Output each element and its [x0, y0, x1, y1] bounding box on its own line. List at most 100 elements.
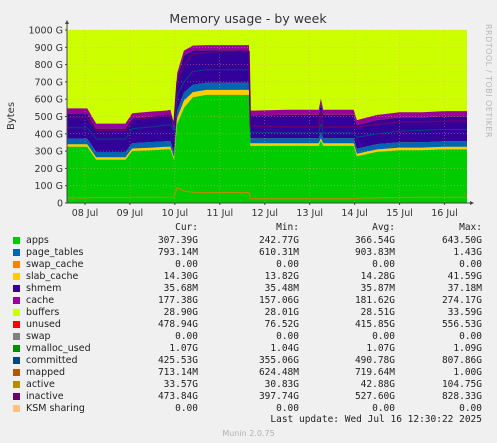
- y-tick-label: 200 G: [34, 164, 63, 175]
- legend-name: swap_cache: [26, 259, 84, 270]
- legend-avg-value: 181.62G: [354, 295, 395, 306]
- legend-name: swap: [26, 331, 51, 342]
- legend-name: apps: [26, 235, 49, 246]
- legend-name: inactive: [26, 391, 64, 402]
- legend-cur-value: 177.38G: [157, 295, 198, 306]
- legend-max-value: 643.50G: [441, 235, 482, 246]
- legend-row: inactive 473.84G 397.74G 527.60G 828.33G: [0, 391, 497, 403]
- y-tick-label: 500 G: [34, 112, 63, 123]
- legend-row: mapped 713.14M 624.48M 719.64M 1.00G: [0, 367, 497, 379]
- y-axis-arrow: [65, 20, 69, 24]
- legend-swatch: [13, 309, 20, 316]
- y-tick-label: 800 G: [34, 60, 63, 71]
- legend-cur-value: 1.07G: [169, 343, 198, 354]
- y-tick-label: 0: [57, 199, 63, 210]
- legend-avg-value: 42.88G: [360, 379, 395, 390]
- legend-max-value: 37.18M: [447, 283, 482, 294]
- legend-row: swap 0.00 0.00 0.00 0.00: [0, 331, 497, 343]
- legend-name: unused: [26, 319, 61, 330]
- legend-cur-value: 713.14M: [157, 367, 198, 378]
- slab-cache-area: [67, 89, 467, 160]
- legend-row: page_tables 793.14M 610.31M 903.83M 1.43G: [0, 247, 497, 259]
- legend-avg-value: 1.07G: [366, 343, 395, 354]
- legend-min-value: 397.74G: [258, 391, 299, 402]
- x-tick-label: 09 Jul: [117, 208, 144, 219]
- legend-max-value: 0.00: [459, 331, 482, 342]
- legend-min-value: 355.06G: [258, 355, 299, 366]
- x-tick-label: 14 Jul: [341, 208, 368, 219]
- legend-row: apps 307.39G 242.77G 366.54G 643.50G: [0, 235, 497, 247]
- legend-name: KSM sharing: [26, 403, 85, 414]
- legend-avg-value: 14.28G: [360, 271, 395, 282]
- legend-avg-value: 366.54G: [354, 235, 395, 246]
- legend-max-value: 41.59G: [447, 271, 482, 282]
- legend-name: slab_cache: [26, 271, 79, 282]
- legend-max-value: 274.17G: [441, 295, 482, 306]
- legend-swatch: [13, 393, 20, 400]
- legend-swatch: [13, 273, 20, 280]
- legend-min-value: 13.82G: [264, 271, 299, 282]
- legend-header-min: Min:: [276, 222, 299, 233]
- legend-min-value: 76.52G: [264, 319, 299, 330]
- rrdtool-credit: RRDTOOL / TOBI OETIKER: [484, 24, 493, 139]
- chart-title: Memory usage - by week: [169, 11, 327, 26]
- munin-version: Munin 2.0.75: [222, 429, 275, 438]
- legend-min-value: 624.48M: [258, 367, 299, 378]
- legend-max-value: 1.43G: [453, 247, 482, 258]
- x-tick-label: 13 Jul: [296, 208, 323, 219]
- legend-max-value: 0.00: [459, 403, 482, 414]
- y-tick-label: 600 G: [34, 95, 63, 106]
- legend-swatch: [13, 405, 20, 412]
- legend-swatch: [13, 345, 20, 352]
- cache-area-lower: [67, 82, 467, 158]
- legend-swatch: [13, 321, 20, 328]
- last-update: Last update: Wed Jul 16 12:30:22 2025: [270, 414, 482, 425]
- apps-area: [67, 94, 467, 203]
- x-tick-label: 08 Jul: [72, 208, 99, 219]
- cache-area: [67, 50, 467, 153]
- x-tick-label: 10 Jul: [162, 208, 189, 219]
- legend-cur-value: 0.00: [175, 403, 198, 414]
- legend-avg-value: 28.51G: [360, 307, 395, 318]
- legend-row: unused 478.94G 76.52G 415.85G 556.53G: [0, 319, 497, 331]
- x-tick-label: 16 Jul: [431, 208, 458, 219]
- legend-avg-value: 490.78G: [354, 355, 395, 366]
- legend-cur-value: 793.14M: [157, 247, 198, 258]
- y-tick-label: 900 G: [34, 43, 63, 54]
- legend-name: committed: [26, 355, 78, 366]
- legend-name: cache: [26, 295, 55, 306]
- legend-row: committed 425.53G 355.06G 490.78G 807.86G: [0, 355, 497, 367]
- legend-avg-value: 527.60G: [354, 391, 395, 402]
- legend-name: shmem: [26, 283, 62, 294]
- legend-cur-value: 33.57G: [163, 379, 198, 390]
- legend-avg-value: 903.83M: [354, 247, 395, 258]
- legend-row: swap_cache 0.00 0.00 0.00 0.00: [0, 259, 497, 271]
- legend-row: cache 177.38G 157.06G 181.62G 274.17G: [0, 295, 497, 307]
- legend-min-value: 1.04G: [270, 343, 299, 354]
- legend-cur-value: 14.30G: [163, 271, 198, 282]
- x-tick-label: 12 Jul: [251, 208, 278, 219]
- legend-max-value: 33.59G: [447, 307, 482, 318]
- legend-max-value: 807.86G: [441, 355, 482, 366]
- legend-name: buffers: [26, 307, 60, 318]
- legend-name: vmalloc_used: [26, 343, 91, 354]
- x-tick-label: 15 Jul: [386, 208, 413, 219]
- legend-max-value: 104.75G: [441, 379, 482, 390]
- legend-row: KSM sharing 0.00 0.00 0.00 0.00: [0, 403, 497, 415]
- y-tick-label: 700 G: [34, 77, 63, 88]
- legend-min-value: 35.48M: [264, 283, 299, 294]
- legend-swatch: [13, 381, 20, 388]
- y-tick-label: 300 G: [34, 147, 63, 158]
- legend-cur-value: 425.53G: [157, 355, 198, 366]
- legend-max-value: 0.00: [459, 259, 482, 270]
- legend-min-value: 0.00: [276, 403, 299, 414]
- legend-max-value: 1.00G: [453, 367, 482, 378]
- legend-name: active: [26, 379, 55, 390]
- legend-min-value: 0.00: [276, 331, 299, 342]
- x-axis-arrow: [470, 201, 474, 205]
- legend-min-value: 610.31M: [258, 247, 299, 258]
- legend-cur-value: 478.94G: [157, 319, 198, 330]
- memory-chart: Memory usage - by week Bytes 0 100 G 200 G…: [6, 11, 474, 219]
- legend-row: slab_cache 14.30G 13.82G 14.28G 41.59G: [0, 271, 497, 283]
- legend-min-value: 28.01G: [264, 307, 299, 318]
